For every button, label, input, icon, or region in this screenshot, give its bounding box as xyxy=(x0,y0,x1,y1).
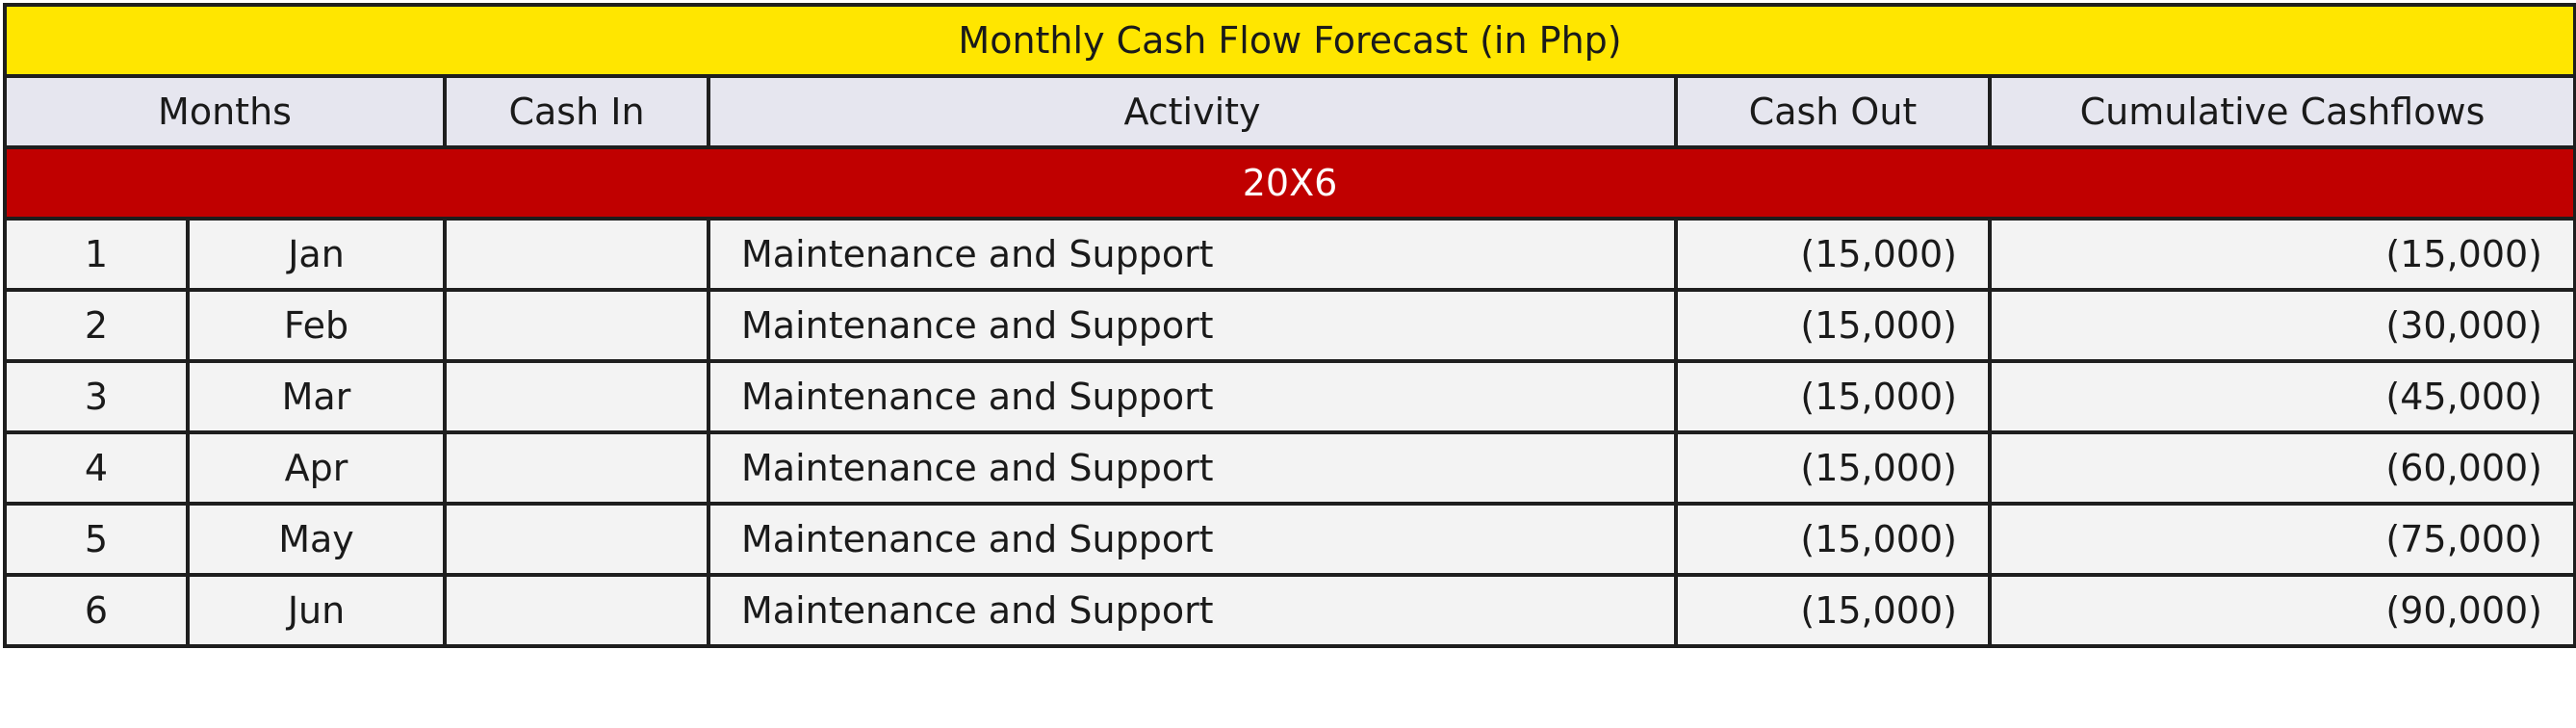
row-cumulative: (15,000) xyxy=(1987,217,2576,292)
title-row: Monthly Cash Flow Forecast (in Php) xyxy=(2,3,2576,78)
row-cumulative: (30,000) xyxy=(1987,288,2576,363)
row-cash-in xyxy=(443,217,710,292)
row-activity: Maintenance and Support xyxy=(707,430,1678,506)
row-number: 6 xyxy=(3,573,190,648)
table-row: 6 Jun Maintenance and Support (15,000) (… xyxy=(3,573,2576,648)
header-row: Months Cash In Activity Cash Out Cumulat… xyxy=(3,74,2576,149)
row-cash-out: (15,000) xyxy=(1674,502,1992,577)
row-number: 3 xyxy=(3,359,190,434)
row-month: Feb xyxy=(186,288,447,363)
row-cash-out: (15,000) xyxy=(1674,573,1992,648)
table-row: 3 Mar Maintenance and Support (15,000) (… xyxy=(3,359,2576,434)
table-row: 5 May Maintenance and Support (15,000) (… xyxy=(3,502,2576,577)
row-cash-in xyxy=(443,359,710,434)
row-activity: Maintenance and Support xyxy=(707,288,1678,363)
row-activity: Maintenance and Support xyxy=(707,217,1678,292)
row-cash-in xyxy=(443,502,710,577)
row-cumulative: (90,000) xyxy=(1987,573,2576,648)
row-number: 5 xyxy=(3,502,190,577)
header-cash-in: Cash In xyxy=(443,74,710,149)
row-cash-in xyxy=(443,288,710,363)
year-row: 20X6 xyxy=(2,145,2576,221)
row-month: Apr xyxy=(186,430,447,506)
header-months: Months xyxy=(3,74,447,149)
row-cash-out: (15,000) xyxy=(1674,359,1992,434)
cash-flow-forecast-table: Monthly Cash Flow Forecast (in Php) Mont… xyxy=(2,3,2576,648)
header-cash-out: Cash Out xyxy=(1674,74,1992,149)
table-row: 2 Feb Maintenance and Support (15,000) (… xyxy=(3,288,2576,363)
row-month: May xyxy=(186,502,447,577)
row-number: 1 xyxy=(3,217,190,292)
row-activity: Maintenance and Support xyxy=(707,573,1678,648)
table-row: 4 Apr Maintenance and Support (15,000) (… xyxy=(3,430,2576,506)
row-cumulative: (75,000) xyxy=(1987,502,2576,577)
row-month: Jan xyxy=(186,217,447,292)
table-row: 1 Jan Maintenance and Support (15,000) (… xyxy=(3,217,2576,292)
row-number: 2 xyxy=(3,288,190,363)
row-activity: Maintenance and Support xyxy=(707,502,1678,577)
row-cash-out: (15,000) xyxy=(1674,288,1992,363)
header-cumulative-cashflows: Cumulative Cashflows xyxy=(1987,74,2576,149)
row-activity: Maintenance and Support xyxy=(707,359,1678,434)
row-cash-out: (15,000) xyxy=(1674,430,1992,506)
row-cash-in xyxy=(443,573,710,648)
row-month: Jun xyxy=(186,573,447,648)
row-cash-out: (15,000) xyxy=(1674,217,1992,292)
table-title: Monthly Cash Flow Forecast (in Php) xyxy=(2,3,2576,78)
row-cumulative: (45,000) xyxy=(1987,359,2576,434)
row-cash-in xyxy=(443,430,710,506)
year-label: 20X6 xyxy=(2,145,2576,221)
row-month: Mar xyxy=(186,359,447,434)
row-cumulative: (60,000) xyxy=(1987,430,2576,506)
row-number: 4 xyxy=(3,430,190,506)
header-activity: Activity xyxy=(707,74,1678,149)
